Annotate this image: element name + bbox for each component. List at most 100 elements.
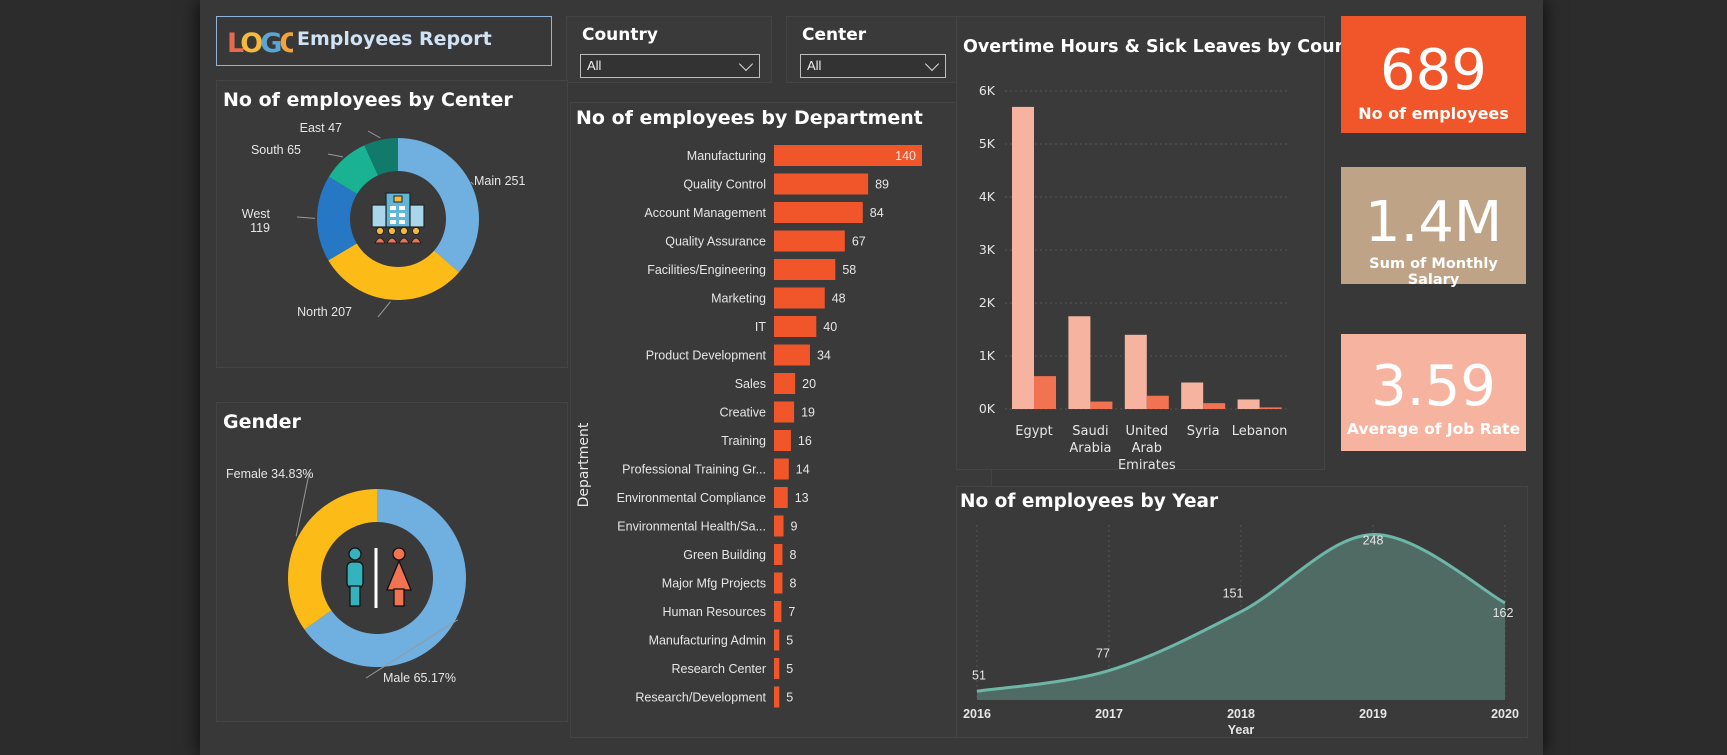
building-people-icon — [371, 192, 425, 244]
department-value-label: 40 — [823, 320, 837, 334]
department-value-label: 67 — [852, 235, 866, 249]
country-dropdown[interactable]: All — [580, 54, 760, 78]
country-bar[interactable] — [1237, 399, 1260, 409]
center-donut-chart: Main 251 North 207 West 119 South 65 East 47 — [242, 121, 526, 319]
department-bar[interactable] — [774, 458, 789, 480]
department-label: Manufacturing — [687, 149, 766, 163]
report-title: Employees Report — [297, 28, 492, 50]
center-chart-panel: No of employees by Center Main 251 North … — [216, 80, 568, 368]
department-label: IT — [755, 320, 766, 334]
slice-south[interactable] — [328, 145, 379, 194]
slice-label: Male 65.17% — [383, 671, 456, 685]
department-bar[interactable] — [774, 259, 836, 280]
country-bar[interactable] — [1203, 403, 1226, 409]
x-tick-label: 2016 — [963, 707, 991, 721]
department-value-label: 34 — [817, 349, 831, 363]
center-dropdown[interactable]: All — [800, 54, 946, 78]
country-bar[interactable] — [1124, 334, 1147, 409]
department-bar[interactable] — [774, 686, 780, 708]
y-tick-label: 2K — [979, 295, 996, 310]
department-label: Sales — [735, 377, 766, 391]
department-label: Marketing — [711, 292, 766, 306]
slice-label: East 47 — [300, 121, 342, 135]
department-value-label: 14 — [796, 463, 810, 477]
department-value-label: 5 — [786, 634, 793, 648]
y-tick-label: 6K — [979, 83, 996, 98]
department-bar[interactable] — [774, 287, 825, 309]
slice-label: South 65 — [251, 143, 301, 157]
slice-west[interactable] — [317, 176, 358, 261]
country-bar[interactable] — [1146, 395, 1169, 409]
leader-line — [327, 153, 344, 158]
department-bar[interactable] — [774, 401, 795, 423]
slice-label: Main 251 — [474, 174, 525, 188]
department-bar[interactable] — [774, 572, 783, 594]
leader-line — [470, 181, 474, 186]
country-bar[interactable] — [1181, 382, 1204, 410]
department-label: Major Mfg Projects — [662, 577, 766, 591]
kpi-caption: Average of Job Rate — [1346, 420, 1521, 438]
x-tick-label: Egypt — [1015, 424, 1053, 439]
x-tick-label: Saudi Arabia — [1069, 424, 1111, 456]
department-value-label: 89 — [875, 178, 889, 192]
department-bar[interactable] — [774, 173, 869, 195]
department-bar[interactable] — [774, 202, 863, 223]
department-label: Environmental Compliance — [617, 491, 766, 505]
department-bar[interactable] — [774, 344, 810, 366]
department-label: Professional Training Gr... — [622, 463, 766, 477]
slice-female[interactable] — [288, 489, 377, 630]
x-tick-label: Syria — [1187, 424, 1220, 439]
department-value-label: 48 — [832, 292, 846, 306]
country-bar[interactable] — [1034, 376, 1056, 409]
department-value-label: 13 — [795, 491, 809, 505]
slice-male[interactable] — [304, 489, 467, 667]
leader-line — [296, 216, 316, 219]
slice-east[interactable] — [364, 138, 398, 176]
country-bar[interactable] — [1068, 316, 1091, 409]
country-bar[interactable] — [1259, 407, 1282, 409]
x-tick-label: 2018 — [1227, 707, 1255, 721]
department-value-label: 5 — [786, 662, 793, 676]
department-value-label: 16 — [798, 434, 812, 448]
department-value-label: 8 — [789, 577, 796, 591]
data-label: 151 — [1223, 587, 1244, 601]
x-tick-label: 2017 — [1095, 707, 1123, 721]
x-axis-title: Year — [1228, 723, 1255, 737]
slice-north[interactable] — [328, 243, 459, 300]
leader-line — [365, 619, 459, 679]
department-bar[interactable] — [774, 658, 780, 679]
department-bar[interactable] — [774, 544, 783, 565]
kpi-value: 689 — [1380, 38, 1487, 103]
department-bar[interactable] — [774, 629, 780, 651]
department-label: Human Resources — [662, 605, 766, 619]
slice-main[interactable] — [398, 138, 479, 273]
department-bar[interactable] — [774, 316, 817, 337]
chevron-down-icon — [738, 56, 754, 72]
department-bar[interactable] — [774, 487, 788, 508]
data-label: 162 — [1493, 606, 1514, 620]
department-bar[interactable] — [774, 230, 845, 252]
country-bar[interactable] — [1012, 106, 1034, 410]
report-canvas: LOGO Employees Report Country All Center… — [200, 0, 1543, 755]
leader-line — [367, 130, 381, 139]
country-bar[interactable] — [1090, 401, 1113, 409]
department-label: Account Management — [644, 206, 766, 220]
data-label: 248 — [1363, 534, 1384, 548]
department-bar[interactable] — [774, 601, 782, 622]
kpi-card-employees: 689 No of employees — [1341, 16, 1526, 133]
year-chart-panel: No of employees by Year 51 2016 77 2017 151 2… — [956, 486, 1528, 738]
department-bar[interactable] — [774, 515, 784, 537]
kpi-card-job-rate: 3.59 Average of Job Rate — [1341, 334, 1526, 451]
report-header: LOGO Employees Report — [216, 16, 552, 66]
center-chart-title: No of employees by Center — [223, 89, 513, 111]
logo-text: LOGO — [227, 28, 293, 59]
department-bar[interactable] — [774, 373, 796, 394]
department-label: Environmental Health/Sa... — [617, 520, 766, 534]
slice-label: Female 34.83% — [226, 467, 314, 481]
gender-chart-title: Gender — [223, 411, 301, 433]
overtime-chart-panel: Overtime Hours & Sick Leaves by Country … — [956, 16, 1376, 470]
department-bar[interactable] — [774, 430, 791, 451]
area-line[interactable] — [976, 533, 1506, 693]
department-bar[interactable] — [774, 145, 922, 166]
